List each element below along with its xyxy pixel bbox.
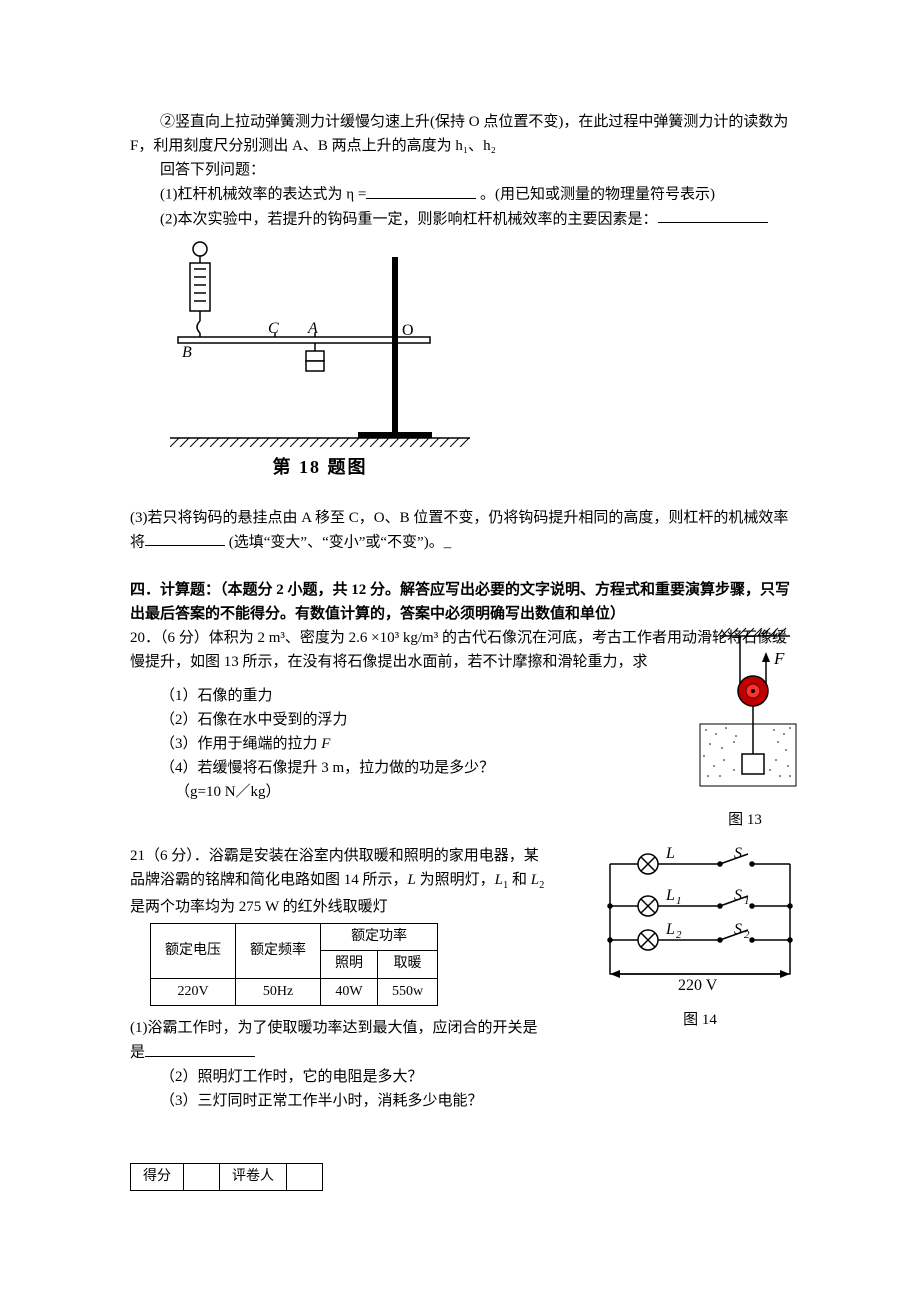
section4-heading: 四．计算题：（本题分 2 小题，共 12 分。解答应写出必要的文字说明、方程式和… (130, 578, 800, 626)
td-40w: 40W (321, 978, 378, 1005)
q18-line2: 回答下列问题： (130, 158, 800, 182)
svg-text:L: L (665, 887, 675, 904)
q18-q3-blank[interactable] (145, 530, 225, 547)
q21-q1-blank[interactable] (145, 1040, 255, 1057)
label-B: B (182, 344, 192, 361)
q18-figure-caption: 第 18 题图 (170, 453, 470, 482)
score-c1: 得分 (131, 1163, 184, 1190)
q18-lever-figure: B C A O (170, 237, 470, 447)
svg-text:S: S (734, 887, 742, 904)
q21-q1-pre: (1)浴霸工作时，为了使取暖功率达到最大值，应闭合的开关是 (130, 1020, 538, 1036)
label-O: O (402, 322, 414, 339)
score-c1-blank[interactable] (184, 1163, 220, 1190)
svg-text:S: S (734, 845, 742, 862)
q20-p3: （3）作用于绳端的拉力 F (160, 736, 330, 752)
q20-F-label: F (773, 649, 785, 668)
score-c2: 评卷人 (220, 1163, 287, 1190)
svg-text:L: L (665, 845, 675, 862)
score-c2-blank[interactable] (287, 1163, 323, 1190)
q18-q3-post: (选填“变大”、“变小”或“不变”)。 (229, 534, 444, 550)
q21-q2: （2）照明灯工作时，它的电阻是多大？ (130, 1065, 800, 1089)
q20-figure-caption: 图 13 (690, 808, 800, 832)
score-table: 得分 评卷人 (130, 1163, 323, 1191)
td-550w: 550w (378, 978, 438, 1005)
q18-sub3: (3)若只将钩码的悬挂点由 A 移至 C，O、B 位置不变，仍将钩码提升相同的高… (130, 506, 800, 555)
svg-text:2: 2 (744, 929, 750, 941)
td-220v: 220V (151, 978, 236, 1005)
q18-q1-blank[interactable] (366, 182, 476, 199)
q21-spec-table: 额定电压 额定频率 额定功率 照明 取暖 220V 50Hᴢ 40W 550w (150, 923, 438, 1006)
svg-text:1: 1 (744, 895, 750, 907)
q18-q1-pre: (1)杠杆机械效率的表达式为 η = (160, 187, 366, 203)
th-heat: 取暖 (378, 951, 438, 978)
svg-text:2: 2 (676, 929, 682, 941)
label-A: A (307, 320, 318, 337)
th-light: 照明 (321, 951, 378, 978)
q21-q3: （3）三灯同时正常工作半小时，消耗多少电能？ (130, 1089, 800, 1113)
q18-q1-post: 。(用已知或测量的物理量符号表示) (480, 187, 715, 203)
q18-sub2: (2)本次实验中，若提升的钩码重一定，则影响杠杆机械效率的主要因素是： (130, 207, 800, 232)
q18-sub1: (1)杠杆机械效率的表达式为 η = 。(用已知或测量的物理量符号表示) (130, 182, 800, 207)
q20-figure: F 图 13 (690, 626, 800, 832)
svg-text:L: L (665, 921, 675, 938)
th-power: 额定功率 (321, 924, 438, 951)
q18-q2-blank[interactable] (658, 207, 768, 224)
svg-text:1: 1 (676, 895, 682, 907)
label-C: C (268, 320, 279, 337)
q18-line1: ②竖直向上拉动弹簧测力计缓慢匀速上升(保持 O 点位置不变)，在此过程中弹簧测力… (130, 110, 800, 158)
q21-figure-caption: 图 14 (600, 1008, 800, 1032)
q21-stem: 21（6 分）．浴霸是安装在浴室内供取暖和照明的家用电器，某品牌浴霸的铭牌和简化… (130, 844, 550, 919)
svg-text:S: S (734, 921, 742, 938)
th-freq: 额定频率 (236, 924, 321, 979)
q18-q2-pre: (2)本次实验中，若提升的钩码重一定，则影响杠杆机械效率的主要因素是： (160, 211, 658, 227)
th-voltage: 额定电压 (151, 924, 236, 979)
q21-circuit-figure: LS L1 S1 L2 S2 220 V 图 14 (600, 844, 800, 1032)
td-50hz: 50Hᴢ (236, 978, 321, 1005)
svg-text:220 V: 220 V (678, 977, 718, 994)
